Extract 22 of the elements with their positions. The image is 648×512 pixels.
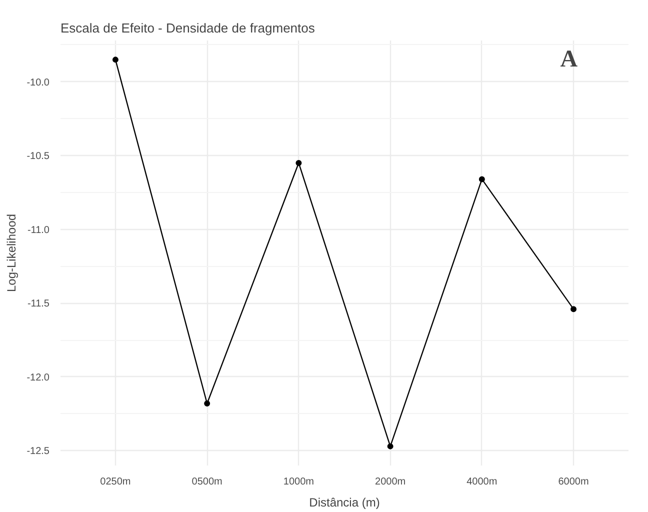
chart-title: Escala de Efeito - Densidade de fragmentos — [60, 20, 316, 36]
x-tick-label: 4000m — [466, 476, 498, 488]
x-tick-label: 0250m — [100, 476, 131, 488]
point — [570, 306, 577, 312]
x-axis-title: Distância (m) — [309, 496, 380, 510]
point — [478, 176, 485, 182]
x-tick-label: 0500m — [192, 476, 222, 488]
y-tick-label: -10.0 — [26, 77, 50, 88]
point — [387, 443, 394, 450]
point — [112, 56, 118, 63]
x-tick-label: 1000m — [283, 476, 314, 488]
annotation: A — [560, 46, 578, 72]
y-tick-label: -11.0 — [27, 224, 50, 236]
y-tick-label: -11.5 — [27, 298, 50, 310]
y-tick-label: -10.5 — [26, 151, 50, 162]
y-tick-label: -12.5 — [26, 446, 50, 458]
y-tick-label: -12.0 — [26, 372, 50, 384]
x-tick-label: 6000m — [558, 476, 589, 488]
x-tick-label: 2000m — [375, 476, 406, 488]
point — [204, 400, 210, 407]
point — [296, 160, 302, 166]
y-axis-title: Log-Likelihood — [4, 214, 19, 292]
